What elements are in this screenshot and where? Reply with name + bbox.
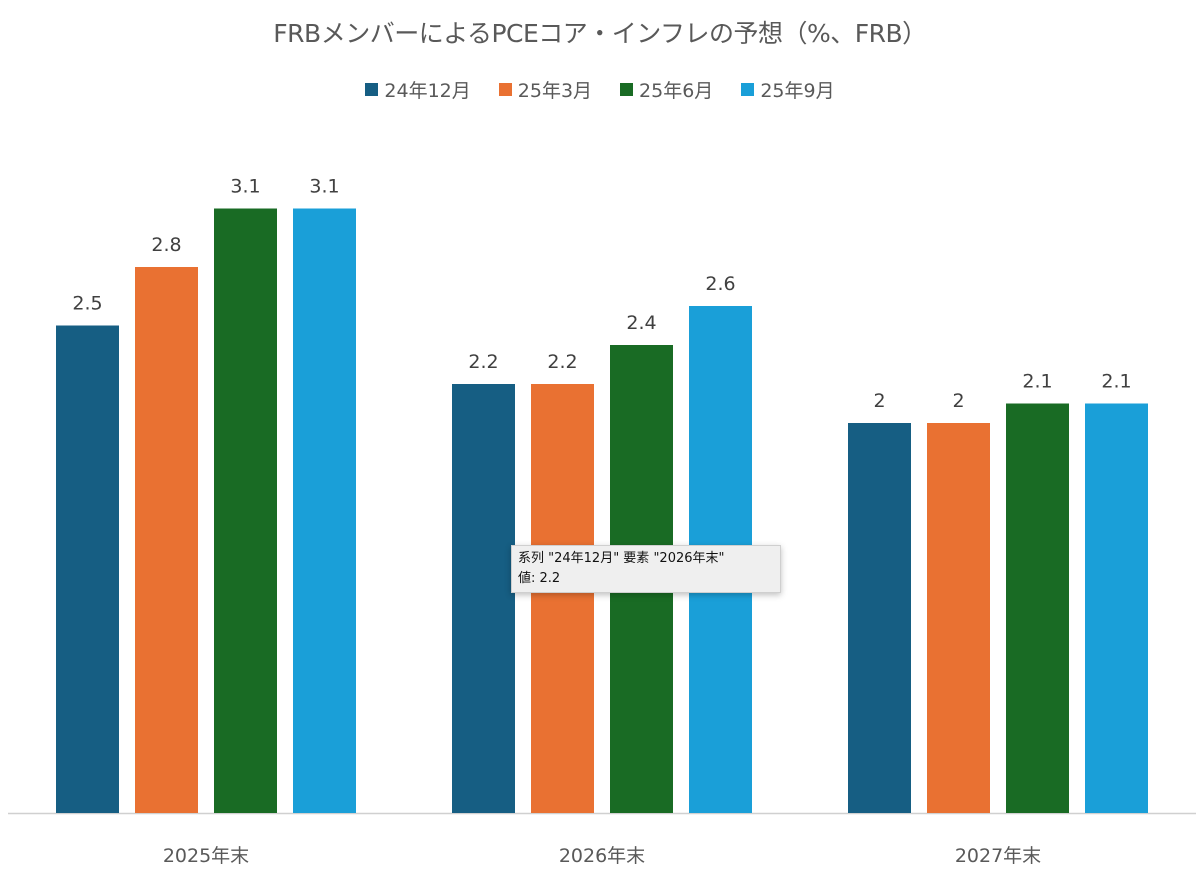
data-label: 2.4 bbox=[626, 312, 656, 334]
legend-item[interactable]: 25年3月 bbox=[498, 76, 593, 103]
bar[interactable] bbox=[531, 384, 594, 813]
data-label: 3.1 bbox=[309, 176, 339, 198]
data-label: 2.1 bbox=[1101, 371, 1131, 393]
tooltip-series-line: 系列 "24年12月" 要素 "2026年末" bbox=[518, 551, 725, 566]
legend-label: 25年6月 bbox=[639, 80, 714, 102]
bar[interactable] bbox=[452, 384, 515, 813]
category-label: 2025年末 bbox=[163, 845, 249, 867]
data-label: 2.6 bbox=[705, 273, 735, 295]
bar[interactable] bbox=[1085, 403, 1148, 814]
bar[interactable] bbox=[848, 423, 911, 813]
bar[interactable] bbox=[56, 325, 119, 814]
chart-title: FRBメンバーによるPCEコア・インフレの予想（%、FRB） bbox=[273, 19, 927, 48]
data-label: 2.2 bbox=[547, 351, 577, 373]
data-labels-layer: 2.5 2.8 3.1 3.1 2.2 2.2 2.4 2.6 2 2 2.1 2.1 bbox=[72, 176, 1131, 413]
category-label: 2026年末 bbox=[559, 845, 645, 867]
legend-swatch bbox=[741, 83, 755, 96]
tooltip-value-line: 値: 2.2 bbox=[518, 571, 561, 586]
data-label: 2 bbox=[873, 390, 885, 412]
bar[interactable] bbox=[1006, 403, 1069, 814]
bar[interactable] bbox=[927, 423, 990, 813]
legend-label: 25年3月 bbox=[517, 80, 593, 102]
data-label: 2.5 bbox=[72, 293, 102, 315]
legend-label: 24年12月 bbox=[384, 80, 471, 102]
legend-swatch bbox=[498, 83, 512, 96]
bars-layer bbox=[56, 208, 1148, 814]
legend-label: 25年9月 bbox=[760, 80, 835, 102]
bar[interactable] bbox=[293, 208, 356, 814]
data-label: 2 bbox=[952, 390, 964, 412]
bar[interactable] bbox=[135, 267, 198, 813]
legend: 24年12月 25年3月 25年6月 25年9月 bbox=[0, 76, 1200, 103]
legend-item[interactable]: 25年9月 bbox=[741, 76, 835, 103]
legend-item[interactable]: 24年12月 bbox=[365, 76, 471, 103]
data-label: 2.2 bbox=[468, 351, 498, 373]
legend-swatch bbox=[620, 83, 634, 96]
data-label: 2.1 bbox=[1022, 371, 1052, 393]
tooltip: 系列 "24年12月" 要素 "2026年末" 値: 2.2 bbox=[511, 545, 781, 593]
data-label: 2.8 bbox=[151, 234, 181, 256]
legend-item[interactable]: 25年6月 bbox=[620, 76, 713, 103]
bar[interactable] bbox=[214, 208, 277, 814]
category-labels-layer: 2025年末 2026年末 2027年末 bbox=[163, 845, 1041, 867]
legend-swatch bbox=[365, 83, 379, 96]
data-label: 3.1 bbox=[230, 176, 260, 198]
category-label: 2027年末 bbox=[955, 845, 1041, 867]
